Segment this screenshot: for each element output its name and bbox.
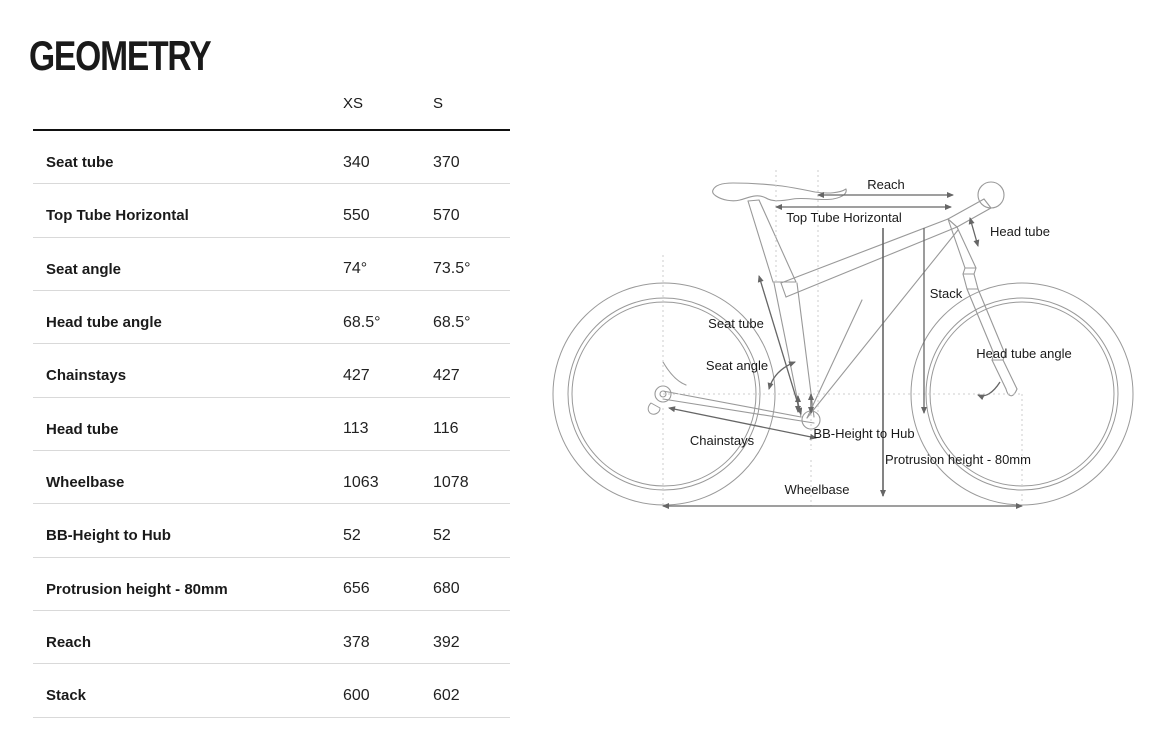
svg-text:Reach: Reach	[867, 177, 905, 192]
svg-text:Top Tube Horizontal: Top Tube Horizontal	[786, 210, 902, 225]
svg-text:Chainstays: Chainstays	[690, 433, 755, 448]
svg-text:Protrusion height - 80mm: Protrusion height - 80mm	[885, 452, 1031, 467]
svg-text:Stack: Stack	[930, 286, 963, 301]
svg-text:Head tube angle: Head tube angle	[976, 346, 1071, 361]
svg-text:BB-Height to Hub: BB-Height to Hub	[813, 426, 914, 441]
svg-text:Seat angle: Seat angle	[706, 358, 768, 373]
svg-text:Head tube: Head tube	[990, 224, 1050, 239]
svg-text:Seat tube: Seat tube	[708, 316, 764, 331]
svg-text:Wheelbase: Wheelbase	[784, 482, 849, 497]
